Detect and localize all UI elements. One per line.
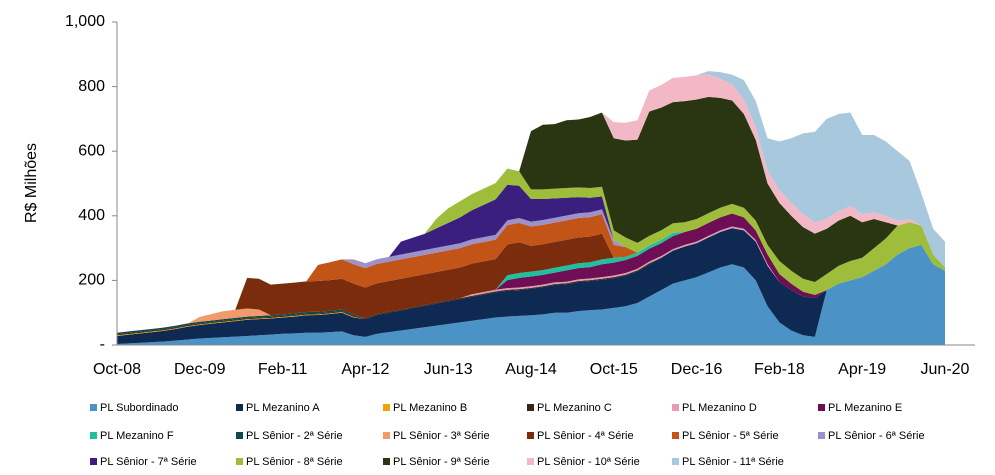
- legend-label: PL Mezanino E: [828, 402, 902, 414]
- area: [117, 244, 945, 345]
- legend-label: PL Sênior - 11ª Série: [682, 456, 784, 468]
- legend-swatch: [818, 404, 825, 411]
- legend-label: PL Sênior - 4ª Série: [537, 430, 634, 442]
- legend-swatch: [236, 458, 243, 465]
- legend-label: PL Sênior - 5ª Série: [682, 430, 779, 442]
- legend-label: PL Sênior - 9ª Série: [393, 456, 490, 468]
- legend-swatch: [672, 458, 679, 465]
- legend-label: PL Sênior - 6ª Série: [828, 430, 925, 442]
- x-tick-label: Dec-16: [671, 361, 723, 378]
- legend-label: PL Mezanino C: [537, 402, 612, 414]
- area: [117, 213, 945, 333]
- x-tick-label: Dec-09: [174, 361, 226, 378]
- legend-label: PL Sênior - 8ª Série: [246, 456, 343, 468]
- legend-label: PL Sênior - 10ª Série: [537, 456, 640, 468]
- area: [117, 213, 945, 333]
- y-tick-label: 600: [78, 142, 105, 159]
- legend-swatch: [236, 404, 243, 411]
- plot-area: [117, 71, 945, 345]
- legend-swatch: [383, 404, 390, 411]
- legend-swatch: [383, 458, 390, 465]
- legend-swatch: [90, 404, 97, 411]
- legend-swatch: [236, 432, 243, 439]
- area: [117, 96, 945, 333]
- y-tick-label: 200: [78, 272, 105, 289]
- legend-label: PL Mezanino D: [682, 402, 757, 414]
- x-tick-label: Aug-14: [505, 361, 557, 378]
- x-tick-label: Feb-11: [258, 361, 308, 378]
- x-tick-label: Jun-20: [921, 361, 970, 378]
- x-tick-label: Oct-15: [590, 361, 638, 378]
- legend-swatch: [527, 432, 534, 439]
- area: [117, 228, 945, 345]
- y-tick-label: -: [100, 336, 105, 353]
- y-axis-title: R$ Milhões: [23, 143, 40, 223]
- legend-label: PL Mezanino F: [100, 430, 174, 442]
- x-tick-label: Oct-08: [93, 361, 141, 378]
- y-tick-label: 400: [78, 207, 105, 224]
- x-tick-label: Apr-12: [341, 361, 389, 378]
- legend-swatch: [672, 404, 679, 411]
- area: [117, 213, 945, 333]
- legend-swatch: [527, 404, 534, 411]
- area: [117, 213, 945, 335]
- legend-label: PL Sênior - 2ª Série: [246, 430, 343, 442]
- legend-label: PL Subordinado: [100, 402, 179, 414]
- legend-swatch: [90, 432, 97, 439]
- area: [117, 168, 945, 333]
- x-tick-label: Feb-18: [754, 361, 805, 378]
- legend-label: PL Sênior - 3ª Série: [393, 430, 490, 442]
- x-tick-label: Apr-19: [838, 361, 886, 378]
- x-tick-label: Jun-13: [424, 361, 473, 378]
- legend-swatch: [527, 458, 534, 465]
- legend-swatch: [90, 458, 97, 465]
- y-tick-label: 1,000: [65, 13, 105, 30]
- legend-swatch: [818, 432, 825, 439]
- legend-label: PL Sênior - 7ª Série: [100, 456, 197, 468]
- legend-swatch: [672, 432, 679, 439]
- legend-swatch: [383, 432, 390, 439]
- legend-label: PL Mezanino A: [246, 402, 320, 414]
- area: [117, 213, 945, 335]
- y-tick-label: 800: [78, 78, 105, 95]
- legend-label: PL Mezanino B: [393, 402, 467, 414]
- area: [117, 184, 945, 333]
